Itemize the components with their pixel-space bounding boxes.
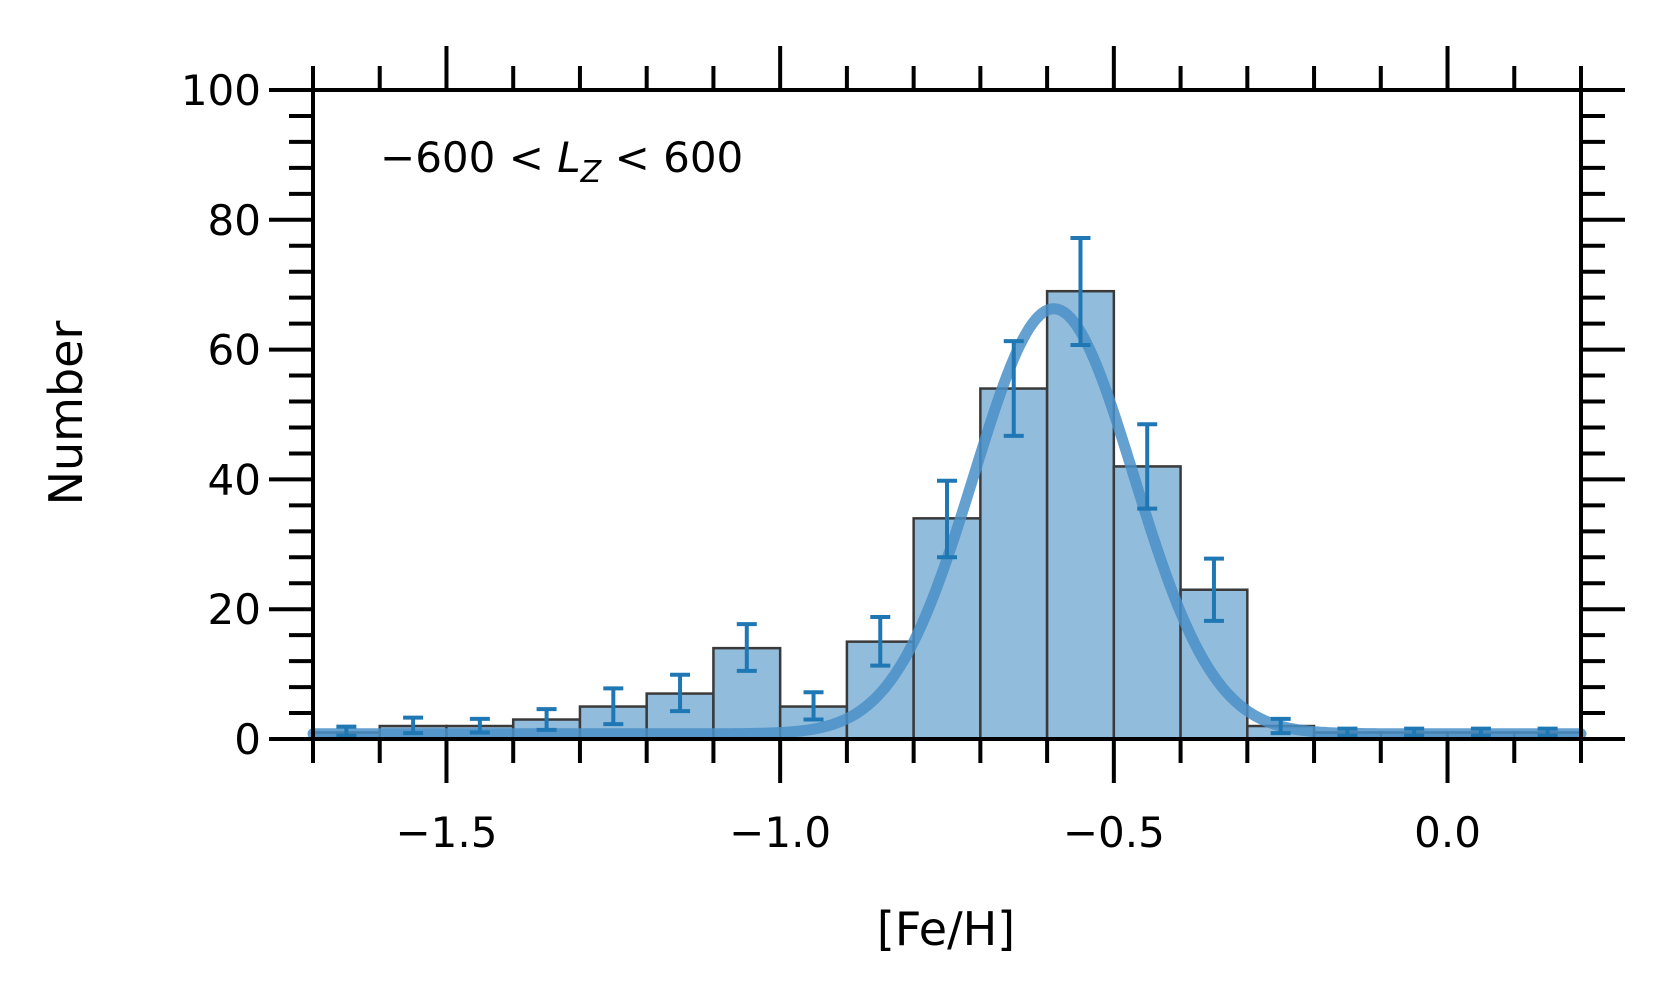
error-bar: [736, 622, 757, 673]
y-axis-label: Number: [39, 321, 93, 506]
error-bar: [1404, 726, 1425, 738]
annotation-suffix: < 600: [601, 133, 743, 182]
x-axis-label: [Fe/H]: [877, 902, 1015, 956]
error-bar: [803, 690, 824, 722]
error-bars-layer: [336, 235, 1558, 738]
annotation-var: L: [557, 133, 580, 182]
x-tick-label: 0.0: [1414, 808, 1481, 857]
y-tick-label: 20: [208, 585, 261, 634]
error-bar: [1537, 726, 1558, 738]
error-bar: [1070, 235, 1091, 348]
x-tick-label: −1.5: [395, 808, 497, 857]
error-bar: [670, 672, 691, 714]
error-bar: [469, 716, 490, 735]
error-bar: [336, 724, 357, 738]
y-tick-label: 0: [234, 715, 261, 764]
error-bar: [870, 614, 891, 668]
error-bar: [1137, 422, 1158, 511]
plot-frame: [311, 88, 1583, 741]
y-tick-label: 60: [208, 326, 261, 375]
error-bar: [603, 686, 624, 727]
annotation-prefix: −600 <: [380, 133, 557, 182]
histogram-bar: [1045, 289, 1116, 741]
y-tick-label: 100: [181, 66, 261, 115]
error-bar: [1203, 556, 1224, 623]
y-tick-label: 40: [208, 455, 261, 504]
error-bar: [1337, 726, 1358, 738]
error-bar: [1003, 339, 1024, 438]
error-bar: [1470, 726, 1491, 738]
error-bar: [403, 715, 424, 736]
annotation-text: −600 < LZ < 600: [380, 133, 743, 190]
histogram-bar: [979, 387, 1049, 741]
error-bar: [937, 478, 957, 560]
ticks-layer: −1.5 −1.0 −0.5 0.0 0 20 40 60 80 100: [181, 46, 1625, 857]
x-tick-label: −0.5: [1063, 808, 1165, 857]
annotation-subscript: Z: [580, 155, 603, 190]
error-bar: [1270, 716, 1291, 736]
error-bar: [536, 707, 557, 732]
x-tick-label: −1.0: [729, 808, 831, 857]
y-tick-label: 80: [208, 196, 261, 245]
